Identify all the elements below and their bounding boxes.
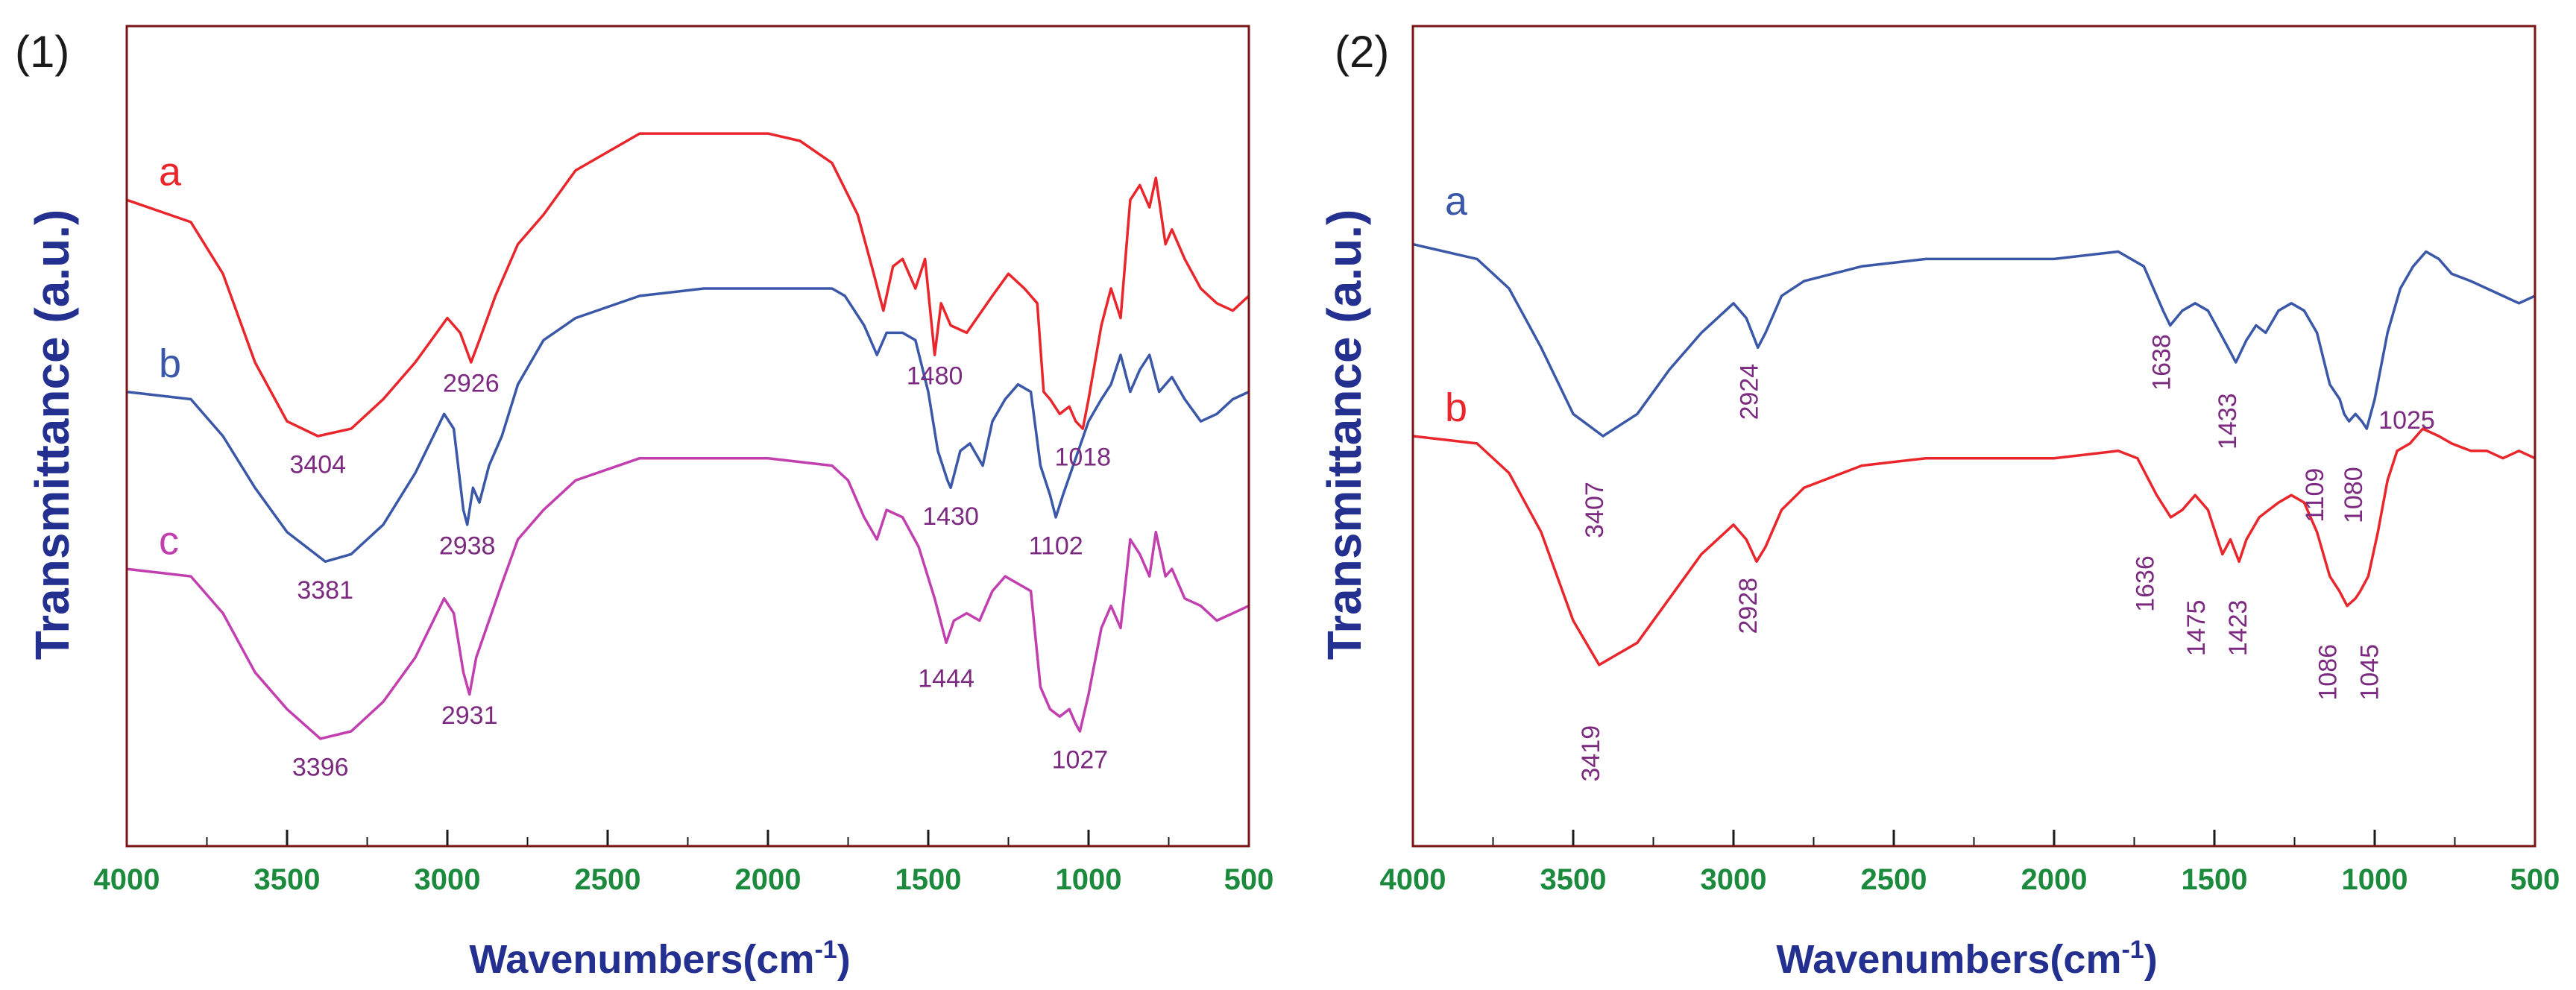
x-tick-label: 3000 — [415, 863, 481, 896]
peak-label: 1444 — [918, 665, 974, 693]
x-tick-label: 2500 — [575, 863, 641, 896]
x-tick-label: 1500 — [895, 863, 962, 896]
x-tick-label: 1500 — [2182, 863, 2248, 896]
panel-2-x-axis-ticks: 4000 3500 3000 2500 2000 1500 1000 500 — [1380, 830, 2560, 896]
peak-label: 1025 — [2378, 406, 2435, 435]
peak-label: 2938 — [439, 532, 496, 560]
peak-label: 1636 — [2131, 555, 2159, 612]
x-tick-label: 3500 — [254, 863, 321, 896]
x-tick-label: 4000 — [94, 863, 160, 896]
panel-2-label: (2) — [1335, 27, 1389, 77]
panel-2-chart: (2) Transmittance (a.u.) Wavenumbers(cm-… — [1317, 25, 2560, 982]
x-tick-label: 500 — [2510, 863, 2560, 896]
series-line-c — [126, 456, 1250, 740]
panel-1-peak-labels: 3404 2926 1480 1018 3381 2938 1430 1102 3396 2931… — [289, 362, 1111, 782]
panel-1-plot-frame — [125, 25, 1250, 848]
panel-2-x-axis-title-suffix: ) — [2144, 937, 2158, 982]
peak-label: 1086 — [2314, 644, 2342, 701]
x-tick-label: 1000 — [1056, 863, 1122, 896]
panel-1-y-axis-title: Transmittance (a.u.) — [25, 209, 79, 660]
peak-label: 1109 — [2301, 468, 2329, 523]
panel-1-label: (1) — [15, 27, 69, 77]
panel-2-x-axis-title-sup: -1 — [2121, 936, 2144, 964]
panel-2-plot-frame — [1411, 25, 2536, 848]
panel-1-series-group: a b c — [126, 132, 1250, 740]
x-tick-label: 2000 — [2021, 863, 2088, 896]
series-label-a: a — [1445, 179, 1468, 224]
panel-1-x-axis-ticks: 4000 3500 3000 2500 2000 1500 1000 500 — [94, 830, 1274, 896]
peak-label: 1045 — [2355, 644, 2384, 701]
peak-label: 3419 — [1577, 725, 1605, 782]
peak-label: 1475 — [2182, 600, 2211, 657]
peak-label: 2924 — [1736, 364, 1764, 420]
series-line-a — [126, 132, 1250, 438]
peak-label: 1433 — [2214, 393, 2242, 450]
panel-2-peak-labels: 3407 2924 1638 1433 1109 1080 1025 3419 2928 1636… — [1577, 334, 2435, 781]
series-label-c: c — [159, 518, 179, 563]
panel-1-x-axis-title-main: Wavenumbers(cm — [469, 937, 814, 982]
panel-1-x-axis-title-sup: -1 — [814, 936, 837, 964]
peak-label: 1423 — [2224, 600, 2252, 657]
panel-1-x-axis-title: Wavenumbers(cm-1) — [469, 936, 850, 982]
peak-label: 1027 — [1052, 746, 1109, 775]
peak-label: 1638 — [2148, 334, 2176, 391]
x-tick-label: 3500 — [1540, 863, 1607, 896]
peak-label: 1102 — [1029, 532, 1083, 560]
peak-label: 1018 — [1054, 444, 1111, 472]
panel-1-x-axis-title-suffix: ) — [837, 937, 851, 982]
panel-2-y-axis-title: Transmittance (a.u.) — [1317, 209, 1371, 660]
x-tick-label: 2500 — [1861, 863, 1927, 896]
panel-1-chart: (1) Transmittance (a.u.) Wavenumbers(cm-… — [15, 25, 1274, 982]
series-line-b — [1412, 427, 2536, 666]
peak-label: 3396 — [292, 753, 349, 781]
x-tick-label: 1000 — [2342, 863, 2408, 896]
series-label-b: b — [1445, 385, 1467, 430]
peak-label: 1480 — [907, 362, 963, 391]
peak-label: 1430 — [922, 502, 979, 531]
peak-label: 3407 — [1581, 482, 1609, 538]
series-line-a — [1412, 242, 2536, 438]
x-tick-label: 3000 — [1701, 863, 1767, 896]
panel-2-x-axis-title: Wavenumbers(cm-1) — [1776, 936, 2157, 982]
peak-label: 3404 — [289, 451, 346, 479]
series-label-a: a — [159, 149, 182, 194]
x-tick-label: 500 — [1224, 863, 1274, 896]
panel-2-series-group: ab — [1412, 179, 2536, 666]
x-tick-label: 2000 — [735, 863, 802, 896]
x-tick-label: 4000 — [1380, 863, 1446, 896]
series-label-b: b — [159, 341, 181, 386]
peak-label: 2926 — [443, 370, 500, 398]
panel-2-x-axis-title-main: Wavenumbers(cm — [1776, 937, 2121, 982]
peak-label: 3381 — [297, 576, 353, 605]
series-line-b — [126, 287, 1250, 564]
peak-label: 2931 — [441, 701, 498, 730]
peak-label: 1080 — [2340, 467, 2368, 523]
peak-label: 2928 — [1734, 578, 1763, 634]
